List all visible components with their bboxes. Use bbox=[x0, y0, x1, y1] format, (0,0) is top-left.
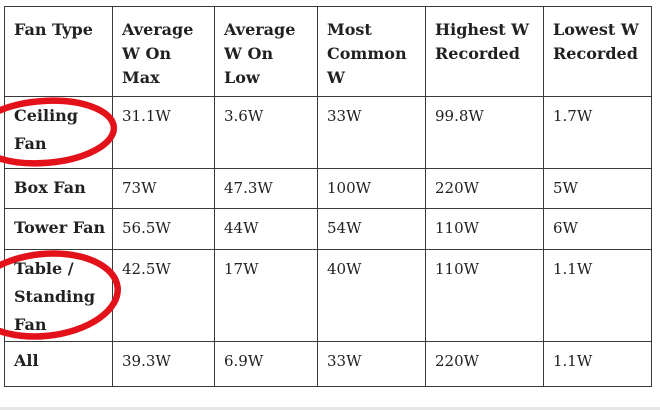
cell-value: 73W bbox=[112, 168, 215, 209]
cell-value: 17W bbox=[214, 249, 318, 342]
cell-value: 56.5W bbox=[112, 208, 215, 250]
cell-value: 42.5W bbox=[112, 249, 215, 342]
cell-value: 100W bbox=[317, 168, 426, 209]
column-header-lowest-w-recorded: Lowest W Recorded bbox=[543, 6, 652, 97]
fan-wattage-table: Fan Type Average W On Max Average W On L… bbox=[4, 6, 652, 387]
cell-value: 39.3W bbox=[112, 341, 215, 387]
cell-value: 3.6W bbox=[214, 96, 318, 169]
column-header-highest-w-recorded: Highest W Recorded bbox=[425, 6, 544, 97]
cell-value: 1.1W bbox=[543, 341, 652, 387]
table-row-table-standing-fan: Table / Standing Fan 42.5W 17W 40W 110W … bbox=[4, 249, 652, 342]
cell-value: 1.1W bbox=[543, 249, 652, 342]
cell-value: 110W bbox=[425, 208, 544, 250]
cell-value: 47.3W bbox=[214, 168, 318, 209]
cell-value: 33W bbox=[317, 96, 426, 169]
column-header-average-w-on-low: Average W On Low bbox=[214, 6, 318, 97]
table-row-all: All 39.3W 6.9W 33W 220W 1.1W bbox=[4, 341, 652, 387]
cell-value: 220W bbox=[425, 341, 544, 387]
row-label-table-standing-fan: Table / Standing Fan bbox=[4, 249, 113, 342]
row-label-tower-fan: Tower Fan bbox=[4, 208, 113, 250]
table-row-ceiling-fan: Ceiling Fan 31.1W 3.6W 33W 99.8W 1.7W bbox=[4, 96, 652, 169]
row-label-box-fan: Box Fan bbox=[4, 168, 113, 209]
row-label-ceiling-fan: Ceiling Fan bbox=[4, 96, 113, 169]
cell-value: 31.1W bbox=[112, 96, 215, 169]
table-row-box-fan: Box Fan 73W 47.3W 100W 220W 5W bbox=[4, 168, 652, 209]
cell-value: 6.9W bbox=[214, 341, 318, 387]
cell-value: 99.8W bbox=[425, 96, 544, 169]
cell-value: 220W bbox=[425, 168, 544, 209]
cell-value: 44W bbox=[214, 208, 318, 250]
cell-value: 1.7W bbox=[543, 96, 652, 169]
row-label-all: All bbox=[4, 341, 113, 387]
table-header-row: Fan Type Average W On Max Average W On L… bbox=[4, 6, 652, 97]
column-header-average-w-on-max: Average W On Max bbox=[112, 6, 215, 97]
table-row-tower-fan: Tower Fan 56.5W 44W 54W 110W 6W bbox=[4, 208, 652, 250]
cell-value: 33W bbox=[317, 341, 426, 387]
cell-value: 6W bbox=[543, 208, 652, 250]
page-edge-divider bbox=[0, 407, 660, 410]
cell-value: 5W bbox=[543, 168, 652, 209]
cell-value: 54W bbox=[317, 208, 426, 250]
cell-value: 110W bbox=[425, 249, 544, 342]
column-header-fan-type: Fan Type bbox=[4, 6, 113, 97]
column-header-most-common-w: Most Common W bbox=[317, 6, 426, 97]
cell-value: 40W bbox=[317, 249, 426, 342]
